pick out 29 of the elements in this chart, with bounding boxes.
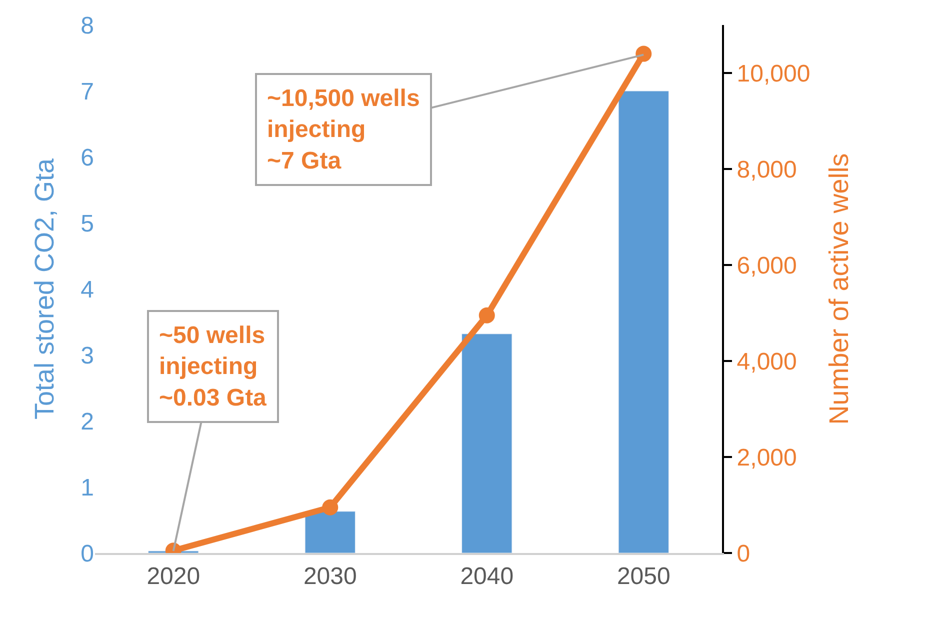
y2-tick-label: 8,000 bbox=[736, 156, 797, 184]
y-tick-label: 8 bbox=[80, 12, 94, 40]
x-tick-label: 2040 bbox=[460, 562, 514, 590]
x-tick-label: 2020 bbox=[146, 562, 200, 590]
x-tick-label: 2050 bbox=[616, 562, 670, 590]
annotation: ~50 wells injecting ~0.03 Gta bbox=[159, 322, 268, 412]
y-tick-label: 2 bbox=[80, 408, 94, 436]
y-tick-label: 4 bbox=[80, 276, 94, 304]
y-tick-label: 1 bbox=[80, 474, 94, 502]
annotation: ~10,500 wells injecting ~7 Gta bbox=[267, 85, 420, 174]
point bbox=[322, 499, 338, 516]
y2-tick-label: 6,000 bbox=[736, 252, 797, 280]
y-axis-title: Total stored CO2, Gta bbox=[30, 157, 60, 420]
y-tick-label: 3 bbox=[80, 342, 94, 370]
y-tick-label: 6 bbox=[80, 144, 94, 172]
bar bbox=[304, 511, 356, 553]
y-tick-label: 7 bbox=[80, 78, 94, 106]
bar bbox=[462, 334, 512, 553]
y2-tick-label: 10,000 bbox=[736, 60, 810, 88]
point bbox=[636, 46, 652, 62]
bar bbox=[618, 90, 669, 553]
y2-tick-label: 2,000 bbox=[736, 444, 797, 472]
y-tick-label: 5 bbox=[80, 210, 94, 238]
point bbox=[478, 307, 495, 324]
y2-tick-label: 0 bbox=[736, 540, 750, 568]
y-tick-label: 0 bbox=[80, 540, 94, 568]
x-tick-label: 2030 bbox=[303, 562, 357, 590]
y2-tick-label: 4,000 bbox=[736, 348, 797, 376]
y2-axis-title: Number of active wells bbox=[824, 153, 854, 425]
